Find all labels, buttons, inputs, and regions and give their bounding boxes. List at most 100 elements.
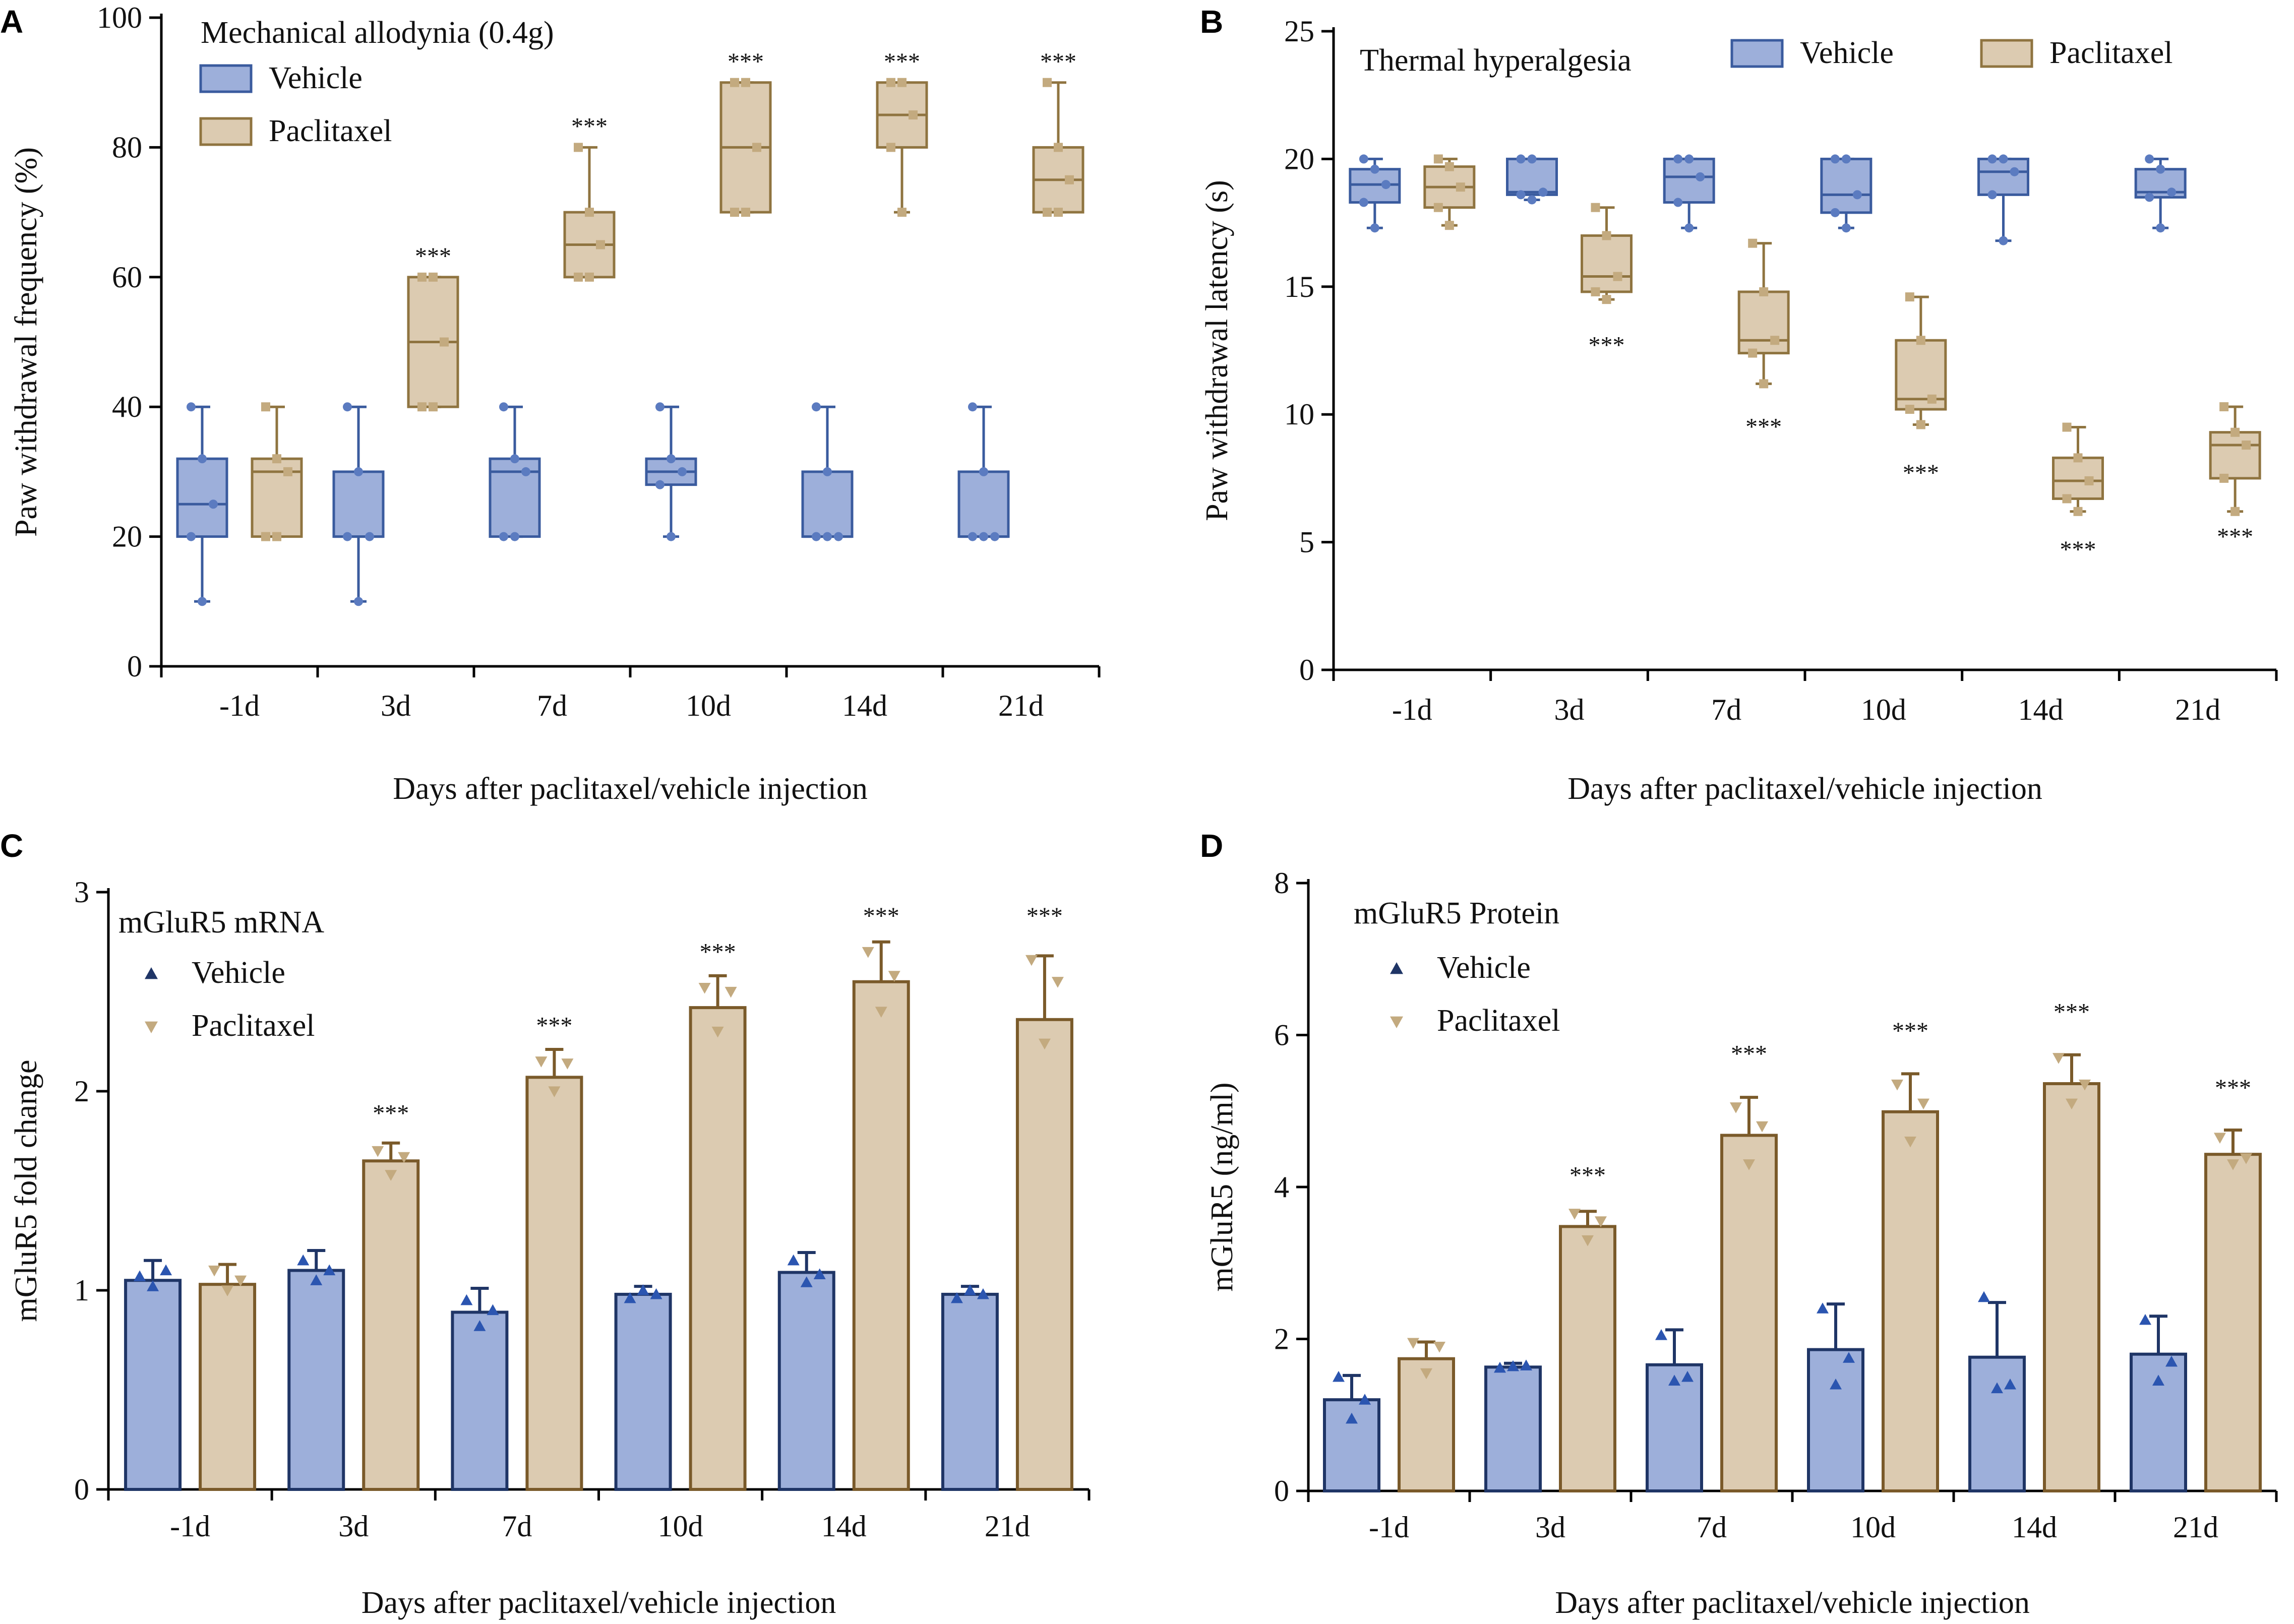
data-point [2230, 427, 2240, 437]
data-point [1507, 1360, 1519, 1371]
data-point [2145, 193, 2154, 202]
box-paclitaxel-21d [1032, 78, 1084, 217]
data-point [2062, 422, 2072, 432]
data-point [1043, 78, 1052, 87]
data-point [2073, 453, 2083, 463]
data-point [1916, 336, 1925, 345]
box-iqr [1895, 339, 1947, 411]
y-tick-label: 3 [74, 876, 89, 909]
legend-label-vehicle: Vehicle [1437, 951, 1531, 985]
box-iqr [2052, 456, 2104, 500]
data-point [1420, 1368, 1432, 1380]
data-point [2227, 1159, 2239, 1170]
x-axis-title: Days after paclitaxel/vehicle injection [361, 1586, 836, 1620]
data-point [1359, 198, 1368, 207]
data-point [1065, 175, 1074, 184]
bar [1720, 1134, 1778, 1492]
box-vehicle-14d [801, 402, 854, 541]
data-point [2073, 507, 2083, 516]
y-tick-label: 40 [112, 390, 142, 423]
legend-marker-paclitaxel [1390, 1016, 1403, 1028]
y-tick-label: 15 [1284, 270, 1314, 303]
data-point [2004, 1378, 2016, 1390]
x-tick-label: 10d [1861, 693, 1906, 726]
data-point [310, 1274, 323, 1285]
data-point [160, 1264, 172, 1276]
data-point [429, 272, 438, 282]
bar-vehicle-1d [1323, 1370, 1380, 1493]
data-point [1830, 1378, 1842, 1390]
data-point [655, 402, 665, 412]
data-point [875, 1007, 887, 1018]
bar-vehicle-10d [1807, 1302, 1864, 1492]
data-point [909, 110, 918, 120]
data-point [1696, 172, 1705, 181]
data-point [1991, 1382, 2003, 1394]
data-point [1444, 162, 1454, 171]
bar [124, 1279, 182, 1491]
data-point [2230, 507, 2240, 516]
bar [199, 1283, 257, 1491]
bar-vehicle-1d [124, 1259, 182, 1491]
data-point [1381, 180, 1391, 190]
data-point [862, 947, 874, 958]
y-tick-label: 20 [112, 520, 142, 553]
data-point [1025, 955, 1038, 966]
data-point [574, 143, 583, 152]
data-point [2062, 494, 2072, 504]
legend-swatch-paclitaxel [199, 117, 253, 146]
panel-letter: A [0, 4, 23, 40]
data-point [834, 532, 843, 541]
box-iqr [1349, 168, 1401, 204]
legend-swatch-vehicle [1730, 39, 1784, 68]
significance-marker: *** [1745, 414, 1782, 441]
data-point [1591, 287, 1600, 296]
data-point [417, 272, 427, 282]
data-point [1770, 336, 1780, 345]
box-iqr [1581, 234, 1633, 293]
data-point [1054, 143, 1063, 152]
box-iqr [251, 457, 303, 538]
data-point [1516, 154, 1526, 164]
data-point [667, 532, 676, 541]
data-point [897, 78, 907, 87]
chart-title: mGluR5 mRNA [118, 905, 324, 940]
box-iqr [1506, 157, 1558, 196]
x-tick-label: 7d [1711, 693, 1741, 726]
data-point [787, 1254, 800, 1266]
y-tick-label: 1 [74, 1274, 89, 1307]
bar-vehicle-3d [287, 1249, 345, 1491]
data-point [1673, 154, 1683, 164]
data-point [968, 402, 977, 412]
bar [1646, 1363, 1703, 1492]
bar [777, 1271, 835, 1491]
data-point [897, 208, 907, 217]
data-point [1978, 1291, 1990, 1302]
chart-title: Mechanical allodynia (0.4g) [201, 16, 554, 50]
significance-marker: *** [1731, 1040, 1767, 1067]
data-point [1333, 1370, 1345, 1382]
legend-label-paclitaxel: Paclitaxel [1437, 1004, 1560, 1038]
data-point [272, 454, 281, 464]
x-tick-label: 14d [2012, 1511, 2057, 1544]
data-point [725, 986, 737, 998]
y-tick-label: 10 [1284, 398, 1314, 431]
data-point [2152, 1375, 2164, 1386]
significance-marker: *** [415, 243, 451, 270]
data-point [711, 1026, 724, 1038]
data-point [698, 983, 711, 994]
data-point [1730, 1102, 1742, 1113]
significance-marker: *** [1903, 460, 1939, 486]
y-tick-label: 0 [74, 1473, 89, 1506]
data-point [1891, 1079, 1903, 1091]
bar-paclitaxel-14d [2043, 1053, 2100, 1492]
data-point [1407, 1338, 1419, 1349]
data-point [354, 597, 363, 606]
box-vehicle-21d [957, 402, 1010, 541]
y-tick-label: 60 [112, 261, 142, 294]
data-point [198, 597, 207, 606]
x-tick-label: 3d [1554, 693, 1585, 726]
data-point [1043, 208, 1052, 217]
y-tick-label: 4 [1274, 1170, 1289, 1204]
data-point [2052, 1053, 2065, 1064]
